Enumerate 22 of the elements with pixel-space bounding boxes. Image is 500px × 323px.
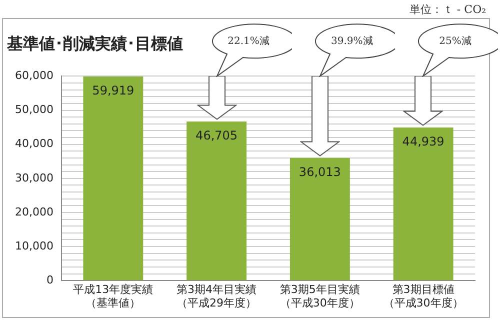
text: 39.9%減 (331, 34, 373, 48)
x-tick-label: 第3期5年目実績（平成30年度） (280, 283, 360, 310)
x-tick-label: 第3期4年目実績（平成29年度） (176, 283, 257, 310)
text: 22.1%減 (228, 34, 270, 48)
y-tick-label: 10,000 (14, 239, 54, 252)
data-label: 36,013 (298, 165, 341, 180)
y-tick-label: 60,000 (14, 69, 54, 82)
text: 単位：ｔ - CO₂ (409, 2, 486, 17)
data-label: 46,705 (196, 128, 238, 143)
y-tick-label: 20,000 (14, 205, 54, 218)
chart-title: 基準値･削減実績･目標値 (6, 34, 183, 53)
y-tick-label: 50,000 (14, 103, 54, 116)
data-label: 59,919 (92, 84, 134, 98)
text: 25%減 (439, 34, 472, 48)
bar (393, 128, 454, 280)
y-tick-label: 30,000 (14, 171, 54, 184)
data-label: 44,939 (402, 134, 444, 149)
y-tick-label: 40,000 (14, 137, 54, 150)
bar (83, 76, 144, 280)
x-tick-label: 平成13年度実績（基準値） (73, 283, 154, 310)
x-tick-label: 第3期目標値（平成30年度） (383, 283, 464, 310)
y-tick-label: 0 (46, 273, 54, 286)
